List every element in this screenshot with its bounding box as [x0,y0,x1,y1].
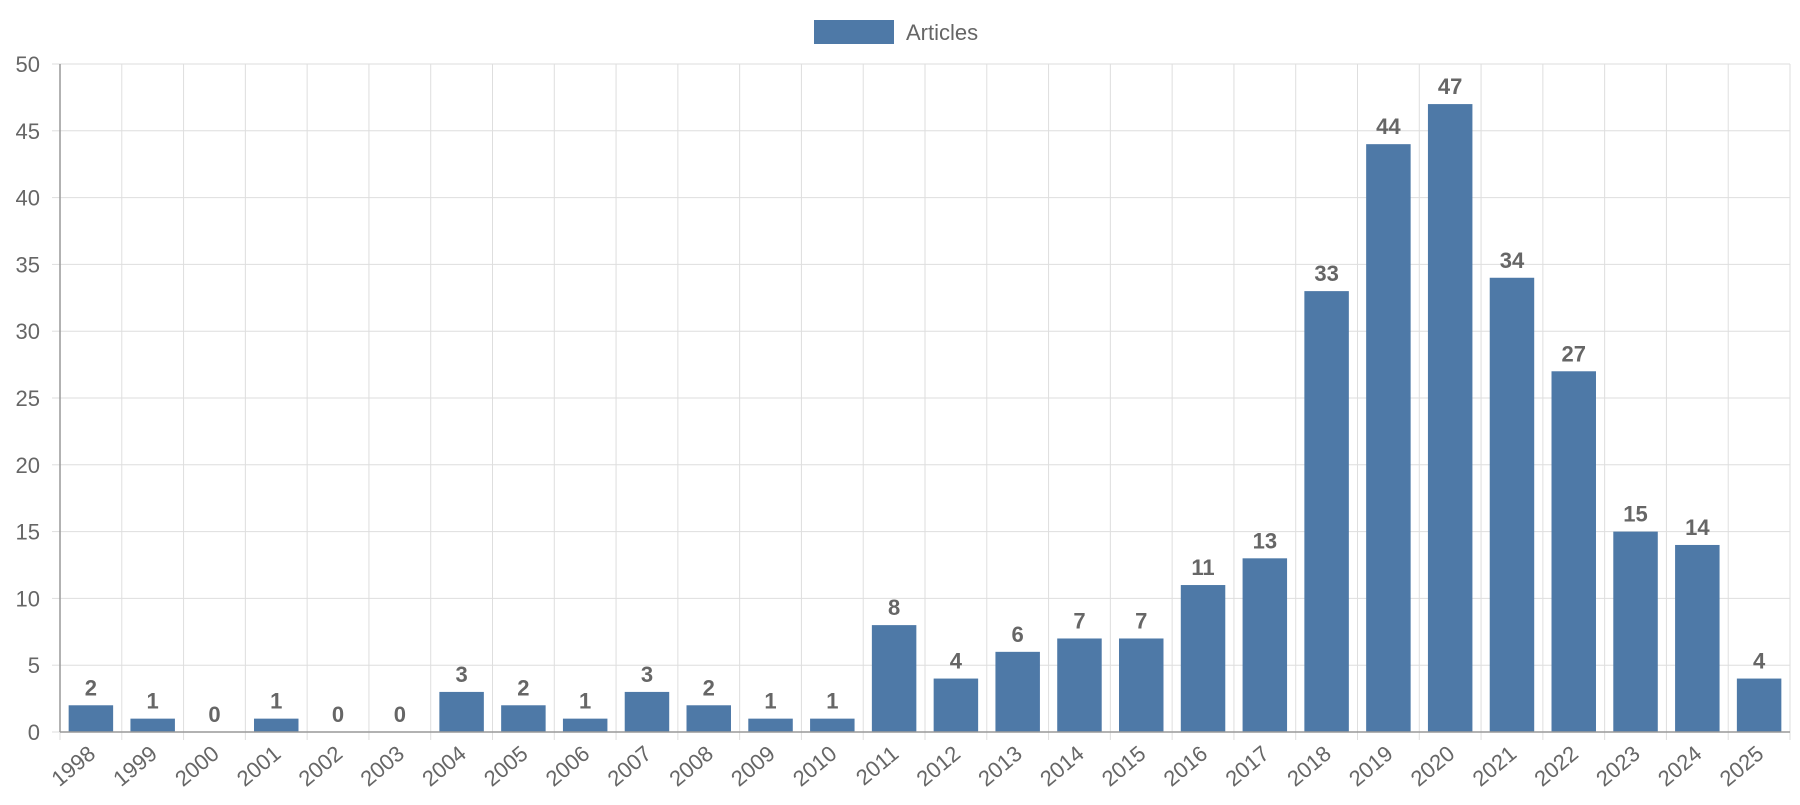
bar-2023[interactable] [1613,531,1658,732]
data-label-2012: 4 [950,649,963,674]
xtick-label-2021: 2021 [1468,741,1522,792]
legend[interactable]: Articles [814,20,978,45]
xtick-label-1998: 1998 [47,741,101,792]
data-label-2018: 33 [1314,261,1338,286]
xtick-label-2019: 2019 [1344,741,1398,792]
data-label-2014: 7 [1073,608,1085,633]
data-label-2004: 3 [455,662,467,687]
bar-2018[interactable] [1304,291,1349,732]
data-label-2009: 1 [764,689,776,714]
ytick-label-40: 40 [16,186,40,211]
data-label-2001: 1 [270,689,282,714]
xtick-label-2012: 2012 [912,741,966,792]
data-label-2015: 7 [1135,608,1147,633]
bar-2020[interactable] [1427,104,1473,732]
data-label-2024: 14 [1685,515,1710,540]
bar-2013[interactable] [995,651,1040,732]
bar-2001[interactable] [254,718,299,732]
xtick-label-2022: 2022 [1529,741,1583,792]
ytick-label-15: 15 [16,520,40,545]
data-label-2000: 0 [208,702,220,727]
xtick-label-1999: 1999 [108,741,162,792]
ytick-label-30: 30 [16,319,40,344]
data-label-2003: 0 [394,702,406,727]
xtick-label-2005: 2005 [479,741,533,792]
data-label-2013: 6 [1012,622,1024,647]
bar-2016[interactable] [1180,585,1226,732]
legend-swatch-articles [814,20,894,44]
xtick-label-2024: 2024 [1653,741,1707,792]
bar-2022[interactable] [1551,371,1596,732]
data-label-2011: 8 [888,595,900,620]
xtick-label-2025: 2025 [1715,741,1769,792]
xtick-label-2011: 2011 [851,741,903,791]
bar-2005[interactable] [501,705,546,732]
xtick-label-2018: 2018 [1282,741,1336,792]
bar-2009[interactable] [748,718,793,732]
data-label-2025: 4 [1753,649,1766,674]
ytick-label-35: 35 [16,252,40,277]
data-label-2016: 11 [1191,555,1214,580]
ytick-label-50: 50 [16,52,40,77]
xtick-label-2020: 2020 [1406,741,1460,792]
ytick-label-25: 25 [16,386,40,411]
data-label-2002: 0 [332,702,344,727]
bar-2024[interactable] [1675,544,1720,732]
data-label-2006: 1 [579,689,591,714]
ytick-label-20: 20 [16,453,40,478]
bar-2019[interactable] [1366,144,1411,732]
data-label-1998: 2 [85,675,97,700]
bar-2012[interactable] [933,678,979,732]
ytick-label-10: 10 [16,586,40,611]
legend-label-articles: Articles [906,20,978,45]
data-label-2020: 47 [1438,74,1462,99]
data-label-2022: 27 [1562,341,1586,366]
bar-2004[interactable] [439,691,484,732]
bar-1999[interactable] [130,718,175,732]
data-label-2005: 2 [517,675,529,700]
ytick-label-5: 5 [28,653,40,678]
xtick-label-2000: 2000 [170,741,224,792]
xtick-label-2017: 2017 [1220,741,1274,792]
bar-2006[interactable] [562,718,608,732]
bar-2010[interactable] [810,718,855,732]
xtick-label-2016: 2016 [1159,741,1213,792]
bar-2007[interactable] [624,691,670,732]
xtick-label-2010: 2010 [788,741,842,792]
data-label-2017: 13 [1253,528,1277,553]
bars [68,104,1782,732]
data-label-2021: 34 [1500,248,1525,273]
bar-2014[interactable] [1057,638,1102,732]
xtick-label-2023: 2023 [1591,741,1645,792]
ytick-label-45: 45 [16,119,40,144]
xtick-label-2003: 2003 [355,741,409,792]
xtick-label-2008: 2008 [664,741,718,792]
data-label-2008: 2 [703,675,715,700]
bar-2011[interactable] [871,625,917,732]
ytick-label-0: 0 [28,720,40,745]
xtick-label-2002: 2002 [294,741,348,792]
data-label-2010: 1 [826,689,838,714]
xtick-label-2015: 2015 [1097,741,1151,792]
data-label-2007: 3 [641,662,653,687]
bar-2015[interactable] [1119,638,1164,732]
data-label-2019: 44 [1376,114,1401,139]
bar-2025[interactable] [1736,678,1782,732]
bar-2017[interactable] [1242,558,1288,732]
bar-2021[interactable] [1489,277,1535,732]
xtick-label-2006: 2006 [541,741,595,792]
xtick-label-2007: 2007 [603,741,657,792]
xtick-label-2004: 2004 [417,741,471,792]
data-label-1999: 1 [147,689,159,714]
bar-1998[interactable] [68,705,114,732]
xtick-label-2001: 2001 [232,741,286,792]
xtick-label-2014: 2014 [1035,741,1089,792]
bar-2008[interactable] [686,705,731,732]
xtick-label-2013: 2013 [973,741,1027,792]
data-label-2023: 15 [1623,502,1647,527]
xtick-label-2009: 2009 [726,741,780,792]
